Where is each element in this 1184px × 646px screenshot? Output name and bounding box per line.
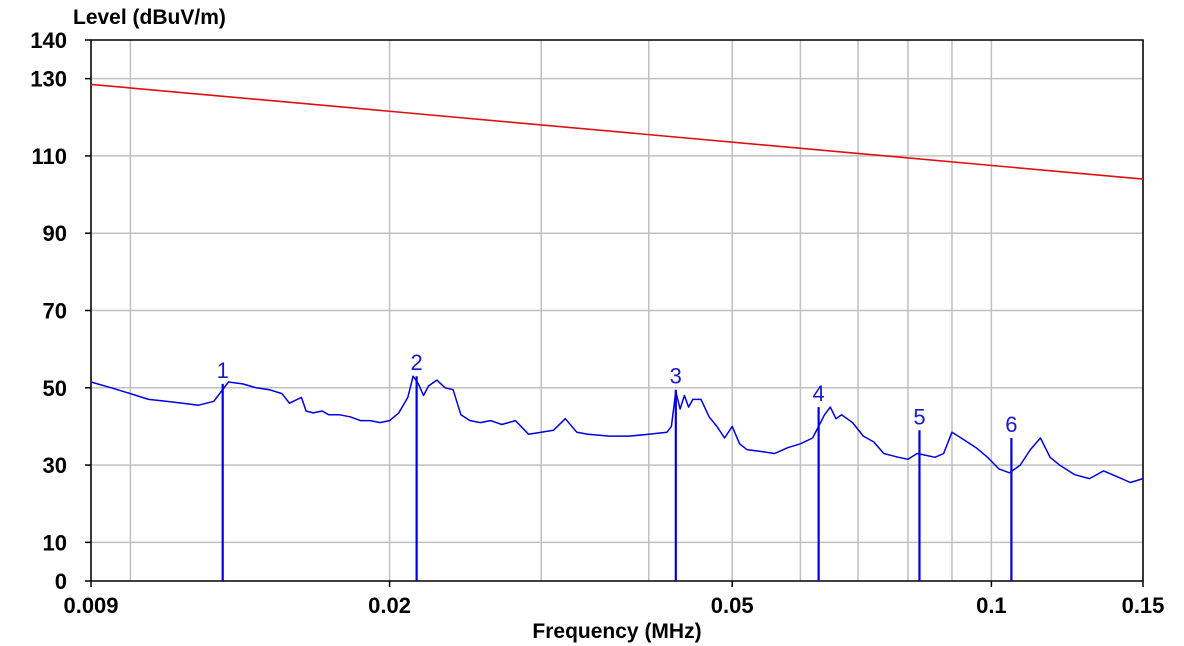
y-tick-label: 70 (43, 299, 67, 324)
marker-label: 3 (670, 364, 682, 389)
y-tick-label: 50 (43, 376, 67, 401)
measurement-trace (90, 375, 1144, 484)
marker-layer: 1 2 3 4 5 6 (217, 350, 1018, 581)
y-tick-label: 30 (43, 453, 67, 478)
limit-line (90, 83, 1144, 180)
x-tick-label: 0.05 (711, 593, 754, 618)
x-tick-label: 0.009 (63, 593, 118, 618)
x-tick-label: 0.1 (976, 593, 1007, 618)
x-axis-ticks: 0.009 0.02 0.05 0.1 0.15 (63, 581, 1164, 618)
marker-label: 2 (410, 350, 422, 375)
y-axis-ticks: 0 10 30 50 70 90 110 130 140 (30, 28, 91, 594)
marker-label: 6 (1005, 412, 1017, 437)
grid-lines (90, 40, 1144, 581)
y-tick-label: 130 (30, 67, 67, 92)
y-axis-title: Level (dBuV/m) (73, 6, 226, 29)
y-tick-label: 110 (32, 144, 68, 169)
y-tick-label: 0 (55, 569, 67, 594)
y-tick-label: 140 (30, 28, 67, 53)
y-tick-label: 10 (43, 530, 67, 555)
x-axis-title: Frequency (MHz) (532, 620, 701, 643)
x-tick-label: 0.15 (1122, 593, 1165, 618)
marker-label: 5 (913, 404, 925, 429)
y-tick-label: 90 (43, 221, 67, 246)
x-tick-label: 0.02 (368, 593, 411, 618)
marker-label: 1 (217, 358, 229, 383)
series-layer (90, 83, 1144, 484)
marker-label: 4 (812, 381, 824, 406)
